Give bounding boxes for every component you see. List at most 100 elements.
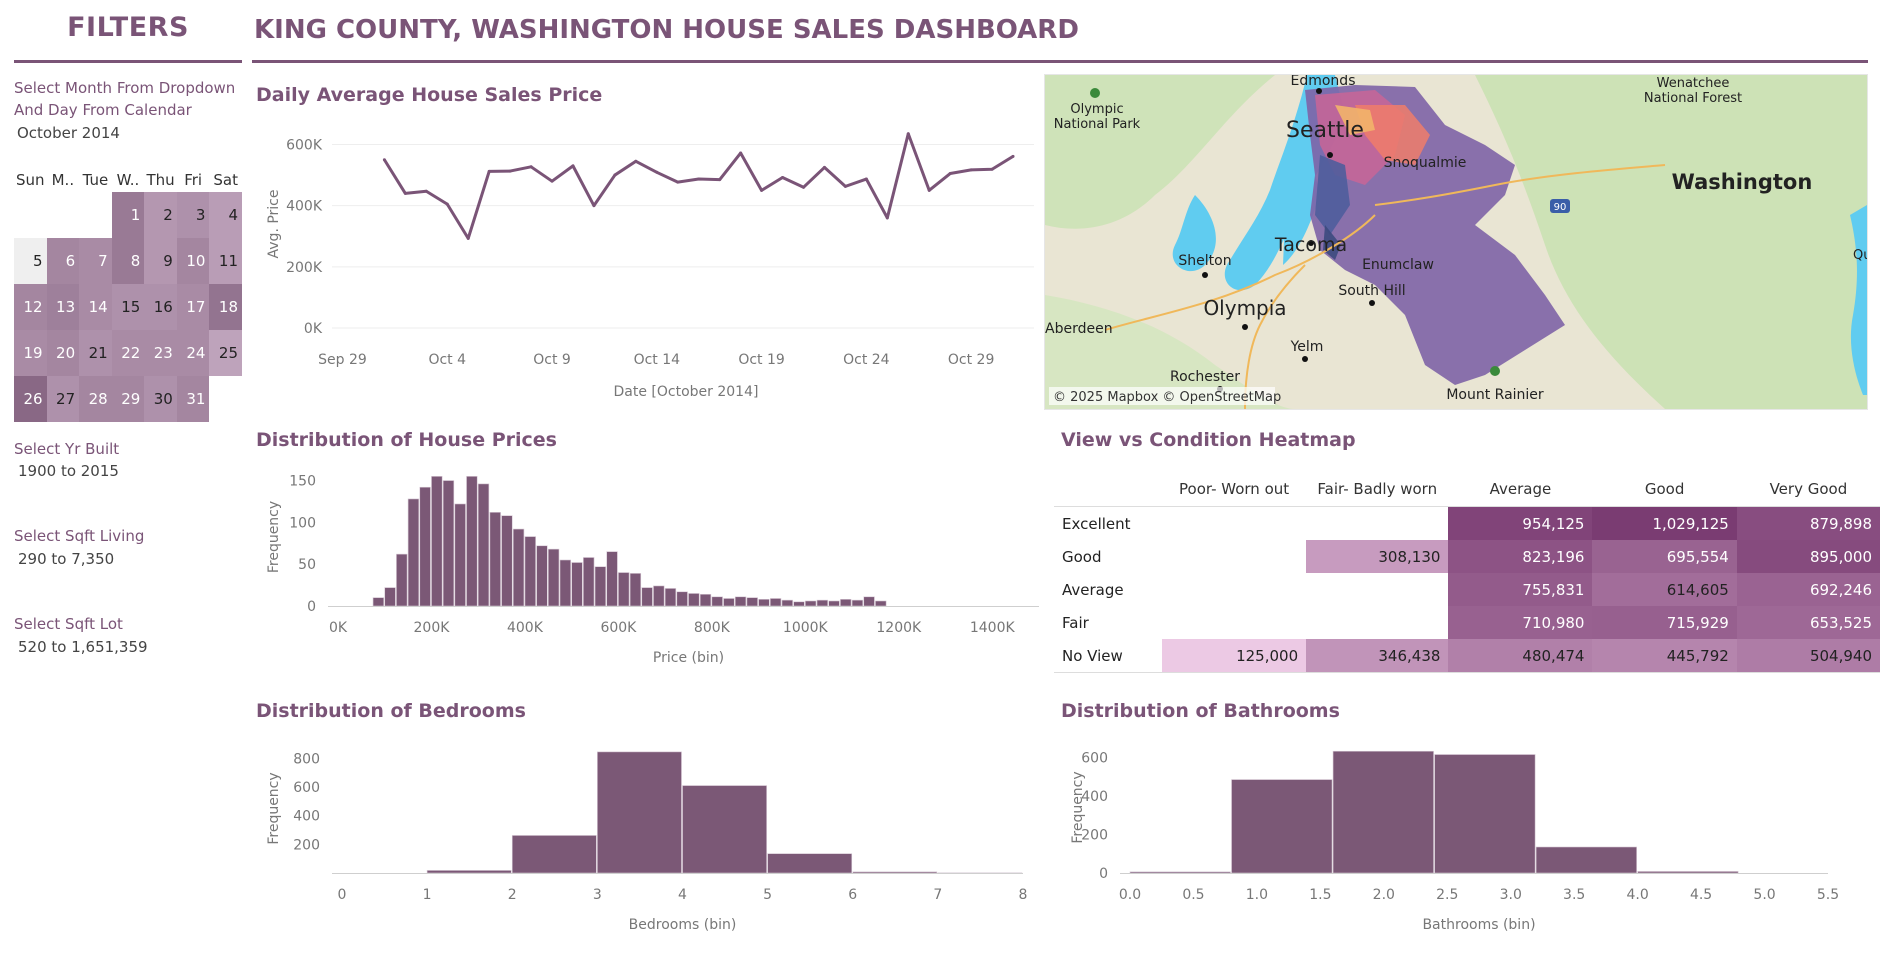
calendar-day[interactable]: 2 (144, 192, 177, 238)
calendar-weekday-header: Sun M.. Tue W.. Thu Fri Sat (14, 168, 242, 192)
calendar-day[interactable]: 9 (144, 238, 177, 284)
price_hist-bar (407, 498, 420, 607)
daily-price-point (718, 178, 722, 182)
calendar-day[interactable]: 30 (144, 376, 177, 422)
calendar-day[interactable]: 31 (176, 376, 210, 422)
calendar-day[interactable]: 8 (111, 238, 145, 284)
calendar-day[interactable]: 12 (14, 284, 47, 330)
calendar-day[interactable]: 7 (79, 238, 112, 284)
calendar-day[interactable]: 6 (46, 238, 80, 284)
calendar-day[interactable]: 1 (111, 192, 145, 238)
price-histogram: 0 50 100 150 0K 200K 400K 600K 800K 1000K 1200K 140… (266, 474, 1039, 666)
heatmap-column-header: Good (1644, 480, 1685, 498)
bedrooms-ytick-label: 800 (293, 751, 320, 767)
heatmap-cell: 695,554 (1592, 540, 1737, 573)
daily-price-point (781, 176, 785, 180)
calendar-day[interactable]: 5 (14, 238, 47, 284)
heatmap-cell: 504,940 (1736, 639, 1880, 673)
sqft-living-slider[interactable]: 290 to 7,350 (18, 550, 115, 568)
calendar-day[interactable]: 23 (144, 330, 177, 376)
map-place-label: Yelm (1290, 339, 1324, 355)
daily-price-point (424, 189, 428, 193)
daily-price-point (906, 132, 910, 136)
calendar-day[interactable]: 27 (46, 376, 80, 422)
yr-built-slider[interactable]: 1900 to 2015 (18, 462, 119, 480)
heatmap-cell (1162, 540, 1306, 573)
daily-price-point (382, 158, 386, 162)
map-place-label: Rochester (1170, 369, 1240, 385)
bathrooms-xaxis-title: Bathrooms (bin) (1422, 917, 1535, 933)
map-tacoma-region (1323, 225, 1341, 260)
heatmap-row-label: Fair (1062, 613, 1089, 632)
calendar-day[interactable]: 11 (209, 238, 242, 284)
price_hist-bar (571, 562, 583, 607)
daily-yaxis-title: Avg. Price (266, 190, 282, 259)
calendar-day[interactable]: 13 (46, 284, 80, 330)
price_hist-xtick-label: 1200K (876, 620, 922, 636)
daily-ytick-label: 600K (286, 137, 323, 153)
calendar-day[interactable]: 16 (144, 284, 177, 330)
calendar-weekday: Fri (184, 171, 203, 189)
calendar-day[interactable]: 3 (176, 192, 210, 238)
daily-price-point (634, 159, 638, 163)
month-dropdown[interactable]: October 2014 (17, 124, 120, 142)
bathrooms-title: Distribution of Bathrooms (1061, 700, 1340, 722)
map-attribution: © 2025 Mapbox © OpenStreetMap (1053, 390, 1281, 405)
price_hist-xaxis-title: Price (bin) (653, 650, 724, 666)
price_hist-xtick-label: 0K (329, 620, 348, 636)
map-place-label: Wenatchee National Forest (1644, 76, 1742, 106)
bathrooms-xtick-label: 3.0 (1500, 887, 1522, 903)
bedrooms-ytick-label: 200 (293, 837, 320, 853)
bedrooms-bar (852, 871, 938, 874)
heatmap-row: Average 755,831 614,605 692,246 (1054, 573, 1880, 606)
bedrooms-histogram: 200 400 600 800 0 1 2 3 4 5 6 7 8 Bedrooms (bin) Frequ… (266, 751, 1027, 933)
price_hist-bar (816, 599, 828, 607)
bedrooms-xtick-label: 2 (508, 887, 517, 903)
map-forest-southwest (1045, 295, 1295, 409)
calendar-day[interactable]: 26 (14, 376, 47, 422)
bathrooms-xtick-label: 2.0 (1373, 887, 1395, 903)
king-county-map[interactable]: 90 Edmonds Olympic National Park Seattle Sno… (1044, 74, 1868, 410)
sqft-living-label: Select Sqft Living (14, 527, 145, 545)
bathrooms-yaxis-title: Frequency (1070, 771, 1086, 843)
price_hist-bar (840, 599, 852, 607)
calendar-day[interactable]: 14 (79, 284, 112, 330)
price_hist-bar (489, 512, 501, 607)
map-south-region (1315, 155, 1350, 235)
heatmap-table: Poor- Worn out Fair- Badly worn Average Goo… (1054, 472, 1880, 673)
calendar-day[interactable]: 25 (209, 330, 242, 376)
bathrooms-xtick-label: 5.5 (1817, 887, 1839, 903)
map-place-label: Shelton (1178, 253, 1231, 269)
price_hist-bar (501, 515, 513, 607)
calendar-day[interactable]: 24 (176, 330, 210, 376)
price_hist-bar (547, 548, 560, 607)
map-canvas: 90 Edmonds Olympic National Park Seattle Sno… (1045, 75, 1867, 409)
calendar-day[interactable]: 21 (79, 330, 112, 376)
calendar-day[interactable]: 10 (176, 238, 210, 284)
heatmap-header-row: Poor- Worn out Fair- Badly worn Average Goo… (1054, 472, 1880, 507)
sqft-lot-slider[interactable]: 520 to 1,651,359 (18, 638, 148, 656)
map-interstate-number: 90 (1554, 202, 1567, 213)
calendar-day[interactable]: 15 (111, 284, 145, 330)
calendar-day[interactable]: 20 (46, 330, 80, 376)
filters-divider (14, 60, 242, 63)
calendar-day[interactable]: 18 (209, 284, 242, 330)
title-divider (252, 60, 1868, 63)
map-highway-i90 (1374, 164, 1666, 206)
calendar-weekday: Thu (146, 171, 175, 189)
price_hist-bar (699, 593, 712, 607)
bathrooms-xtick-label: 0.0 (1119, 887, 1141, 903)
bathrooms-bar (1434, 754, 1536, 874)
price_hist-bar (688, 593, 700, 607)
calendar-day[interactable]: 17 (176, 284, 210, 330)
calendar-day[interactable]: 29 (111, 376, 145, 422)
calendar-day[interactable]: 28 (79, 376, 112, 422)
calendar-weekday: Sun (16, 171, 45, 189)
calendar-blank-cell (14, 192, 47, 238)
price_hist-bar (746, 597, 758, 607)
price_hist-bar (419, 486, 431, 607)
calendar-day[interactable]: 4 (209, 192, 242, 238)
calendar-day[interactable]: 19 (14, 330, 47, 376)
calendar-day[interactable]: 22 (111, 330, 145, 376)
daily-price-point (592, 204, 596, 208)
